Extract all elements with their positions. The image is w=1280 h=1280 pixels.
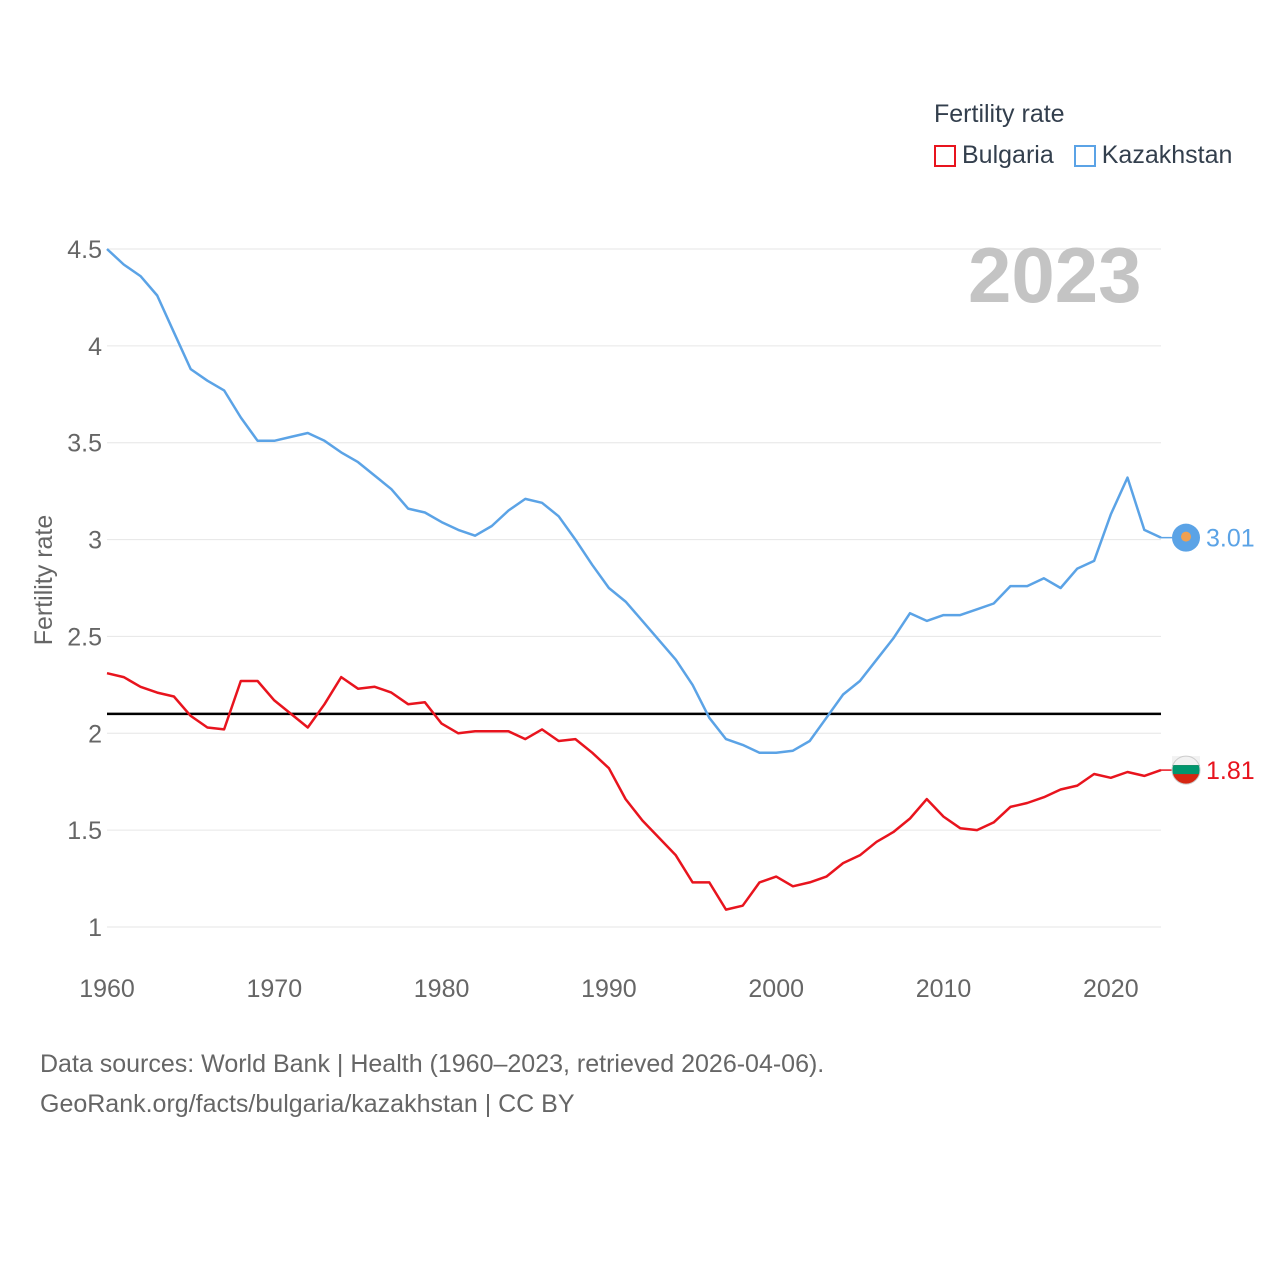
legend-swatch-kazakhstan: [1073, 144, 1096, 167]
legend-label-kazakhstan: Kazakhstan: [1101, 141, 1233, 169]
x-tick-label: 2010: [916, 975, 972, 1003]
legend-label-bulgaria: Bulgaria: [962, 141, 1054, 169]
end-markers: 1.81 3.01: [1161, 523, 1255, 785]
current-year-label: 2023: [968, 231, 1142, 319]
y-tick-label: 1: [88, 914, 102, 942]
x-tick-label: 2020: [1083, 975, 1139, 1003]
y-tick-label: 4: [88, 333, 102, 361]
legend: Fertility rate Bulgaria Kazakhstan: [934, 100, 1252, 170]
y-tick-label: 4.5: [67, 236, 102, 264]
y-axis-label: Fertility rate: [30, 515, 58, 646]
legend-item-bulgaria[interactable]: Bulgaria: [934, 141, 1054, 170]
flag-outline: [1171, 755, 1201, 785]
y-tick-label: 1.5: [67, 817, 102, 845]
series-line-kazakhstan: [106, 248, 1162, 754]
sources-line-2[interactable]: GeoRank.org/facts/bulgaria/kazakhstan | …: [40, 1090, 575, 1118]
grid-lines: [107, 248, 1161, 928]
flag-marker-kazakhstan: [1172, 523, 1200, 552]
y-tick-label: 2.5: [67, 623, 102, 651]
end-value-label-kazakhstan: 3.01: [1206, 525, 1255, 553]
x-tick-label: 1960: [79, 975, 135, 1003]
y-tick-label: 3.5: [67, 430, 102, 458]
flag-marker-bulgaria: [1171, 755, 1201, 785]
x-axis-ticks: 1960 1970 1980 1990 2000 2010 2020: [79, 975, 1138, 1003]
y-axis-ticks: 1 1.5 2 2.5 3 3.5 4 4.5: [67, 236, 102, 942]
legend-swatch-bulgaria: [934, 144, 956, 167]
y-tick-label: 3: [88, 527, 102, 555]
series-lines: [106, 248, 1162, 911]
legend-title: Fertility rate: [934, 100, 1065, 128]
legend-item-kazakhstan[interactable]: Kazakhstan: [1073, 141, 1233, 170]
x-tick-label: 1980: [414, 975, 470, 1003]
flag-green: [1172, 765, 1200, 775]
data-sources: Data sources: World Bank | Health (1960–…: [40, 1044, 824, 1124]
flag-white: [1172, 756, 1200, 766]
flag-sun: [1181, 531, 1191, 542]
x-tick-label: 1970: [246, 975, 302, 1003]
x-tick-label: 1990: [581, 975, 637, 1003]
series-line-bulgaria: [106, 671, 1162, 911]
y-tick-label: 2: [88, 720, 102, 748]
x-tick-label: 2000: [748, 975, 804, 1003]
sources-line-1: Data sources: World Bank | Health (1960–…: [40, 1050, 825, 1078]
end-value-label-bulgaria: 1.81: [1206, 757, 1255, 785]
